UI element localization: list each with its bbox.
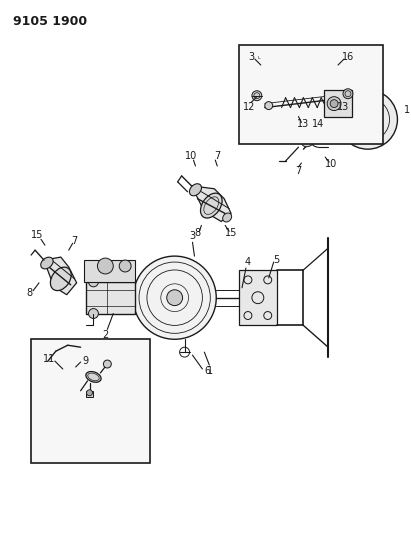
Ellipse shape bbox=[358, 110, 378, 130]
Ellipse shape bbox=[88, 277, 98, 287]
Text: 7: 7 bbox=[214, 151, 220, 161]
Ellipse shape bbox=[41, 257, 53, 269]
Polygon shape bbox=[44, 257, 76, 295]
Text: 15: 15 bbox=[31, 230, 43, 240]
Ellipse shape bbox=[201, 193, 222, 218]
Text: 2: 2 bbox=[102, 330, 109, 340]
Text: 12: 12 bbox=[243, 102, 255, 111]
Ellipse shape bbox=[87, 390, 92, 395]
Text: 8: 8 bbox=[194, 228, 201, 238]
Ellipse shape bbox=[327, 96, 341, 110]
Text: 3: 3 bbox=[248, 52, 254, 62]
Ellipse shape bbox=[167, 290, 182, 305]
Text: 1: 1 bbox=[404, 104, 411, 115]
Bar bbox=[239, 270, 277, 326]
Ellipse shape bbox=[338, 90, 397, 149]
Ellipse shape bbox=[302, 136, 315, 147]
Text: 7: 7 bbox=[72, 236, 78, 246]
Ellipse shape bbox=[133, 256, 216, 340]
Ellipse shape bbox=[88, 309, 98, 319]
Bar bbox=[85, 391, 93, 397]
Bar bbox=[324, 90, 352, 117]
Text: 16: 16 bbox=[342, 52, 354, 62]
Polygon shape bbox=[192, 186, 231, 221]
Bar bbox=[85, 282, 135, 313]
Bar bbox=[239, 45, 383, 144]
Ellipse shape bbox=[119, 260, 131, 272]
Text: 13: 13 bbox=[297, 119, 309, 130]
Text: 5: 5 bbox=[274, 255, 280, 265]
Text: 1: 1 bbox=[207, 366, 213, 376]
Text: 9: 9 bbox=[83, 356, 89, 366]
Text: 11: 11 bbox=[43, 354, 55, 364]
Text: 8: 8 bbox=[26, 288, 32, 298]
Ellipse shape bbox=[252, 91, 262, 101]
Ellipse shape bbox=[51, 267, 71, 290]
Text: ᴸ: ᴸ bbox=[258, 54, 260, 63]
Text: 10: 10 bbox=[325, 159, 337, 169]
Text: 9105 1900: 9105 1900 bbox=[13, 15, 88, 28]
Bar bbox=[83, 260, 135, 282]
Text: 4: 4 bbox=[245, 257, 251, 267]
Ellipse shape bbox=[104, 360, 111, 368]
Text: 3: 3 bbox=[189, 231, 196, 241]
Ellipse shape bbox=[343, 89, 353, 99]
Text: 13: 13 bbox=[337, 102, 349, 111]
Ellipse shape bbox=[265, 102, 272, 110]
Text: 15: 15 bbox=[225, 228, 237, 238]
Ellipse shape bbox=[330, 100, 338, 108]
Text: 7: 7 bbox=[296, 166, 302, 176]
Ellipse shape bbox=[86, 372, 101, 382]
Text: 14: 14 bbox=[312, 119, 324, 130]
Ellipse shape bbox=[97, 258, 113, 274]
Bar bbox=[31, 340, 150, 463]
Ellipse shape bbox=[223, 213, 232, 222]
Text: 10: 10 bbox=[185, 151, 198, 161]
Ellipse shape bbox=[189, 184, 201, 196]
Text: 6: 6 bbox=[204, 366, 210, 376]
